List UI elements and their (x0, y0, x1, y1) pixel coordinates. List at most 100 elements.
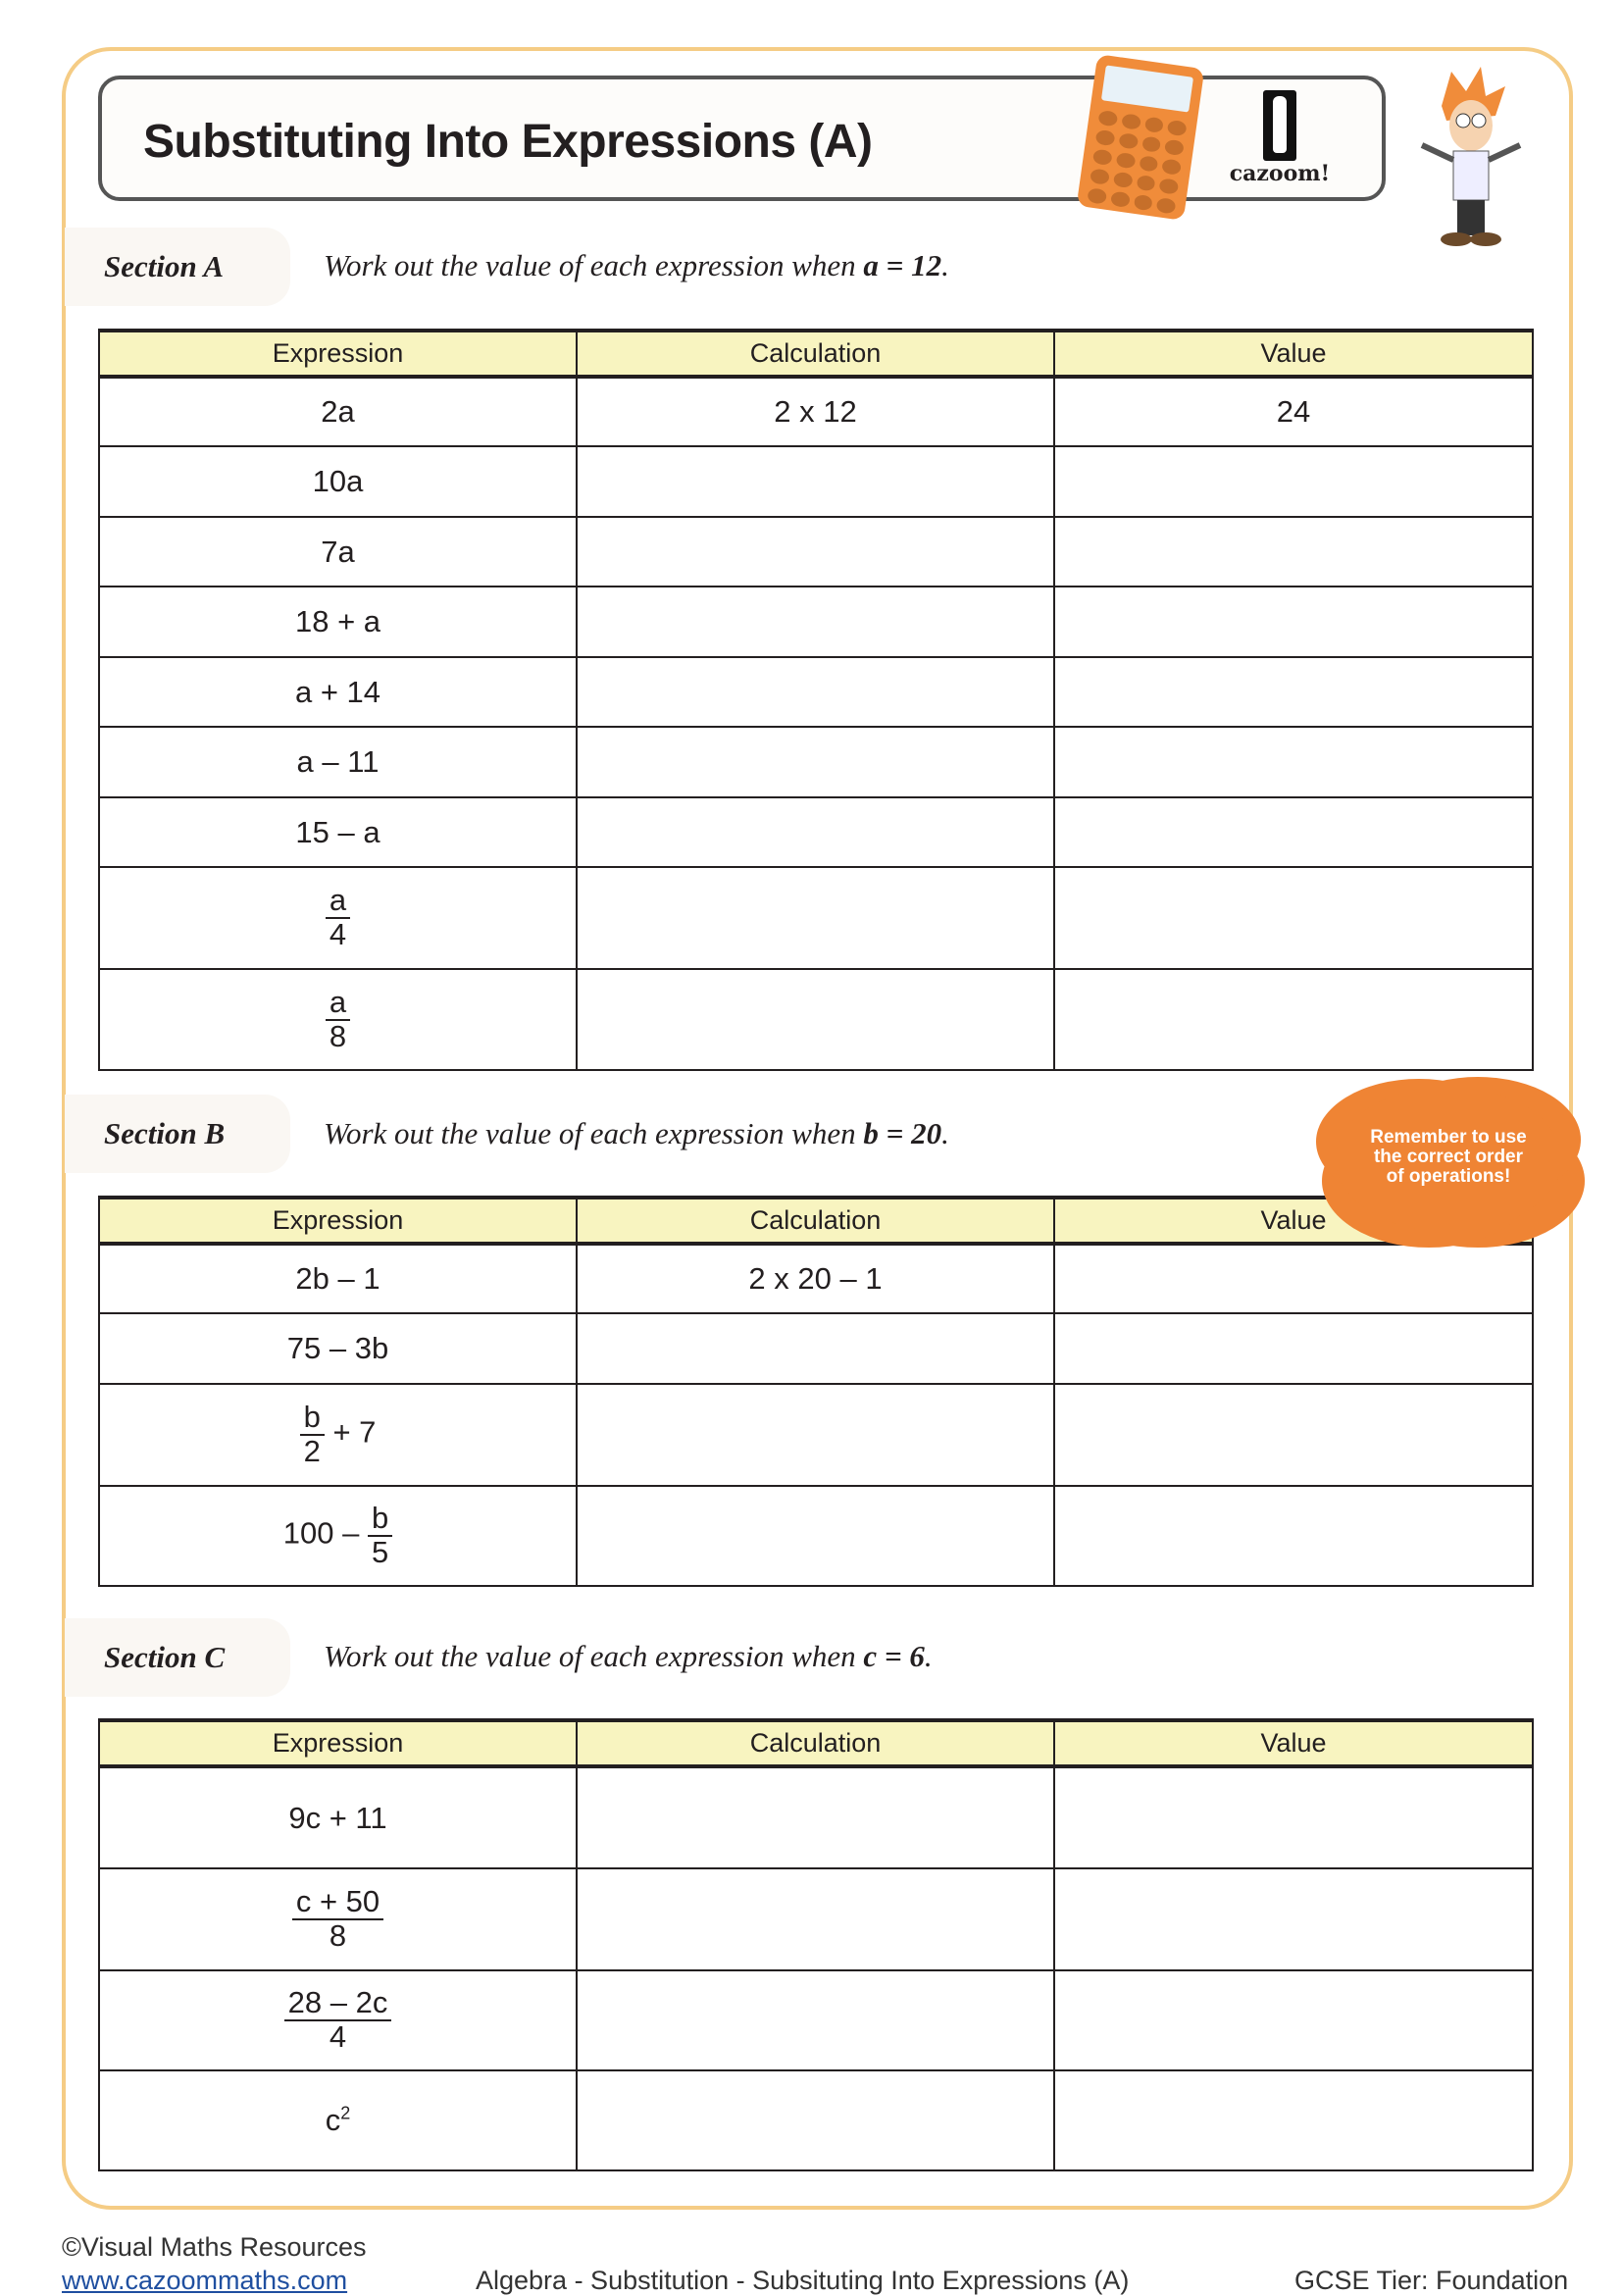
header-expression: Expression (98, 1196, 578, 1246)
table-row: 10a (98, 445, 1534, 518)
order-of-operations-tip: Remember to use the correct order of opera… (1336, 1087, 1561, 1232)
value-cell[interactable]: 24 (1053, 376, 1534, 447)
table-row: 2a 2 x 12 24 (98, 376, 1534, 447)
calculation-cell[interactable] (576, 445, 1055, 518)
section-c-table: Expression Calculation Value 9c + 11 c + 50… (98, 1718, 1534, 2171)
calculator-icon (1076, 54, 1205, 221)
table-row: a – 11 (98, 726, 1534, 798)
section-b-label: Section B (65, 1095, 290, 1173)
header-expression: Expression (98, 329, 578, 379)
value-cell[interactable] (1053, 1969, 1534, 2071)
calculation-cell[interactable] (576, 726, 1055, 798)
value-cell[interactable] (1053, 796, 1534, 868)
value-cell[interactable] (1053, 1312, 1534, 1385)
footer-copyright: ©Visual Maths Resources (62, 2232, 367, 2262)
footer-topic: Algebra - Substitution - Subsituting Int… (476, 2266, 1130, 2295)
value-cell[interactable] (1053, 1485, 1534, 1587)
value-cell[interactable] (1053, 968, 1534, 1071)
calculation-cell[interactable] (576, 968, 1055, 1071)
section-c-instruction: Work out the value of each expression wh… (324, 1639, 933, 1673)
expression-cell: 15 – a (98, 796, 578, 868)
table-row: a + 14 (98, 656, 1534, 728)
table-row: c2 (98, 2069, 1534, 2171)
value-cell[interactable] (1053, 1765, 1534, 1869)
calculation-cell[interactable]: 2 x 20 – 1 (576, 1243, 1055, 1314)
calculation-cell[interactable] (576, 866, 1055, 970)
table-row: 9c + 11 (98, 1765, 1534, 1869)
value-cell[interactable] (1053, 2069, 1534, 2171)
calculation-cell[interactable] (576, 1485, 1055, 1587)
page-title: Substituting Into Expressions (A) (143, 116, 873, 168)
header-calculation: Calculation (576, 329, 1055, 379)
calculation-cell[interactable] (576, 1765, 1055, 1869)
header-value: Value (1053, 329, 1534, 379)
expression-cell: 2a (98, 376, 578, 447)
table-row: c + 50 8 (98, 1867, 1534, 1971)
calculation-cell[interactable] (576, 586, 1055, 658)
value-cell[interactable] (1053, 866, 1534, 970)
expression-cell: c2 (98, 2069, 578, 2171)
section-b-instruction: Work out the value of each expression wh… (324, 1116, 949, 1150)
expression-cell: 28 – 2c 4 (98, 1969, 578, 2071)
value-cell[interactable] (1053, 586, 1534, 658)
expression-cell: 7a (98, 516, 578, 587)
section-c-label: Section C (65, 1618, 290, 1697)
section-a-instruction: Work out the value of each expression wh… (324, 248, 949, 282)
value-cell[interactable] (1053, 1867, 1534, 1971)
table-row: 75 – 3b (98, 1312, 1534, 1385)
fraction: 28 – 2c 4 (283, 1987, 392, 2053)
calculation-cell[interactable] (576, 1312, 1055, 1385)
table-row: 7a (98, 516, 1534, 587)
value-cell[interactable] (1053, 1243, 1534, 1314)
value-cell[interactable] (1053, 1383, 1534, 1487)
value-cell[interactable] (1053, 726, 1534, 798)
expression-cell: 10a (98, 445, 578, 518)
expression-cell: a – 11 (98, 726, 578, 798)
expression-cell: 75 – 3b (98, 1312, 578, 1385)
table-row: 18 + a (98, 586, 1534, 658)
header-value: Value (1053, 1718, 1534, 1768)
value-cell[interactable] (1053, 516, 1534, 587)
calculation-cell[interactable] (576, 516, 1055, 587)
header-calculation: Calculation (576, 1196, 1055, 1246)
table-row: 28 – 2c 4 (98, 1969, 1534, 2071)
fraction: c + 50 8 (291, 1886, 384, 1952)
page-frame (62, 47, 1573, 2210)
expression-cell: 9c + 11 (98, 1765, 578, 1869)
mascot-illustration (1420, 67, 1522, 246)
calculation-cell[interactable] (576, 1969, 1055, 2071)
footer-tier: GCSE Tier: Foundation (1294, 2266, 1569, 2295)
expression-cell: 2b – 1 (98, 1243, 578, 1314)
header-calculation: Calculation (576, 1718, 1055, 1768)
calculation-cell[interactable] (576, 1867, 1055, 1971)
value-cell[interactable] (1053, 656, 1534, 728)
footer-website-link[interactable]: www.cazoommaths.com (62, 2266, 348, 2295)
calculation-cell[interactable]: 2 x 12 (576, 376, 1055, 447)
section-a-table: Expression Calculation Value 2a 2 x 12 24 10a… (98, 329, 1534, 1071)
calculation-cell[interactable] (576, 656, 1055, 728)
table-row: 15 – a (98, 796, 1534, 868)
calculation-cell[interactable] (576, 796, 1055, 868)
calculation-cell[interactable] (576, 2069, 1055, 2171)
value-cell[interactable] (1053, 445, 1534, 518)
expression-cell: c + 50 8 (98, 1867, 578, 1971)
section-a-label: Section A (65, 228, 290, 306)
header-expression: Expression (98, 1718, 578, 1768)
expression-cell: 18 + a (98, 586, 578, 658)
cazoom-logo: cazoom! (1226, 90, 1334, 186)
calculation-cell[interactable] (576, 1383, 1055, 1487)
